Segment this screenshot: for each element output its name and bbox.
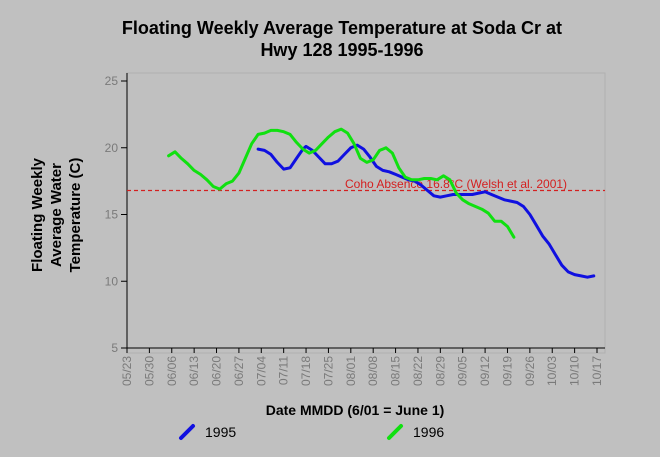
threshold-label: Coho Absence 16.8°C (Welsh et al. 2001) — [345, 177, 567, 191]
y-tick-label: 5 — [111, 341, 118, 355]
x-tick-label: 07/25 — [321, 356, 335, 386]
x-tick-label: 09/05 — [456, 356, 470, 386]
chart-title-line-1: Floating Weekly Average Temperature at S… — [122, 18, 562, 38]
x-tick-label: 05/30 — [142, 356, 156, 386]
legend-label-1996: 1996 — [413, 424, 444, 440]
x-tick-label: 09/12 — [478, 356, 492, 386]
legend: 1995 1996 — [179, 424, 444, 440]
y-tick-label: 15 — [105, 208, 119, 222]
y-ticks: 5 10 15 20 25 — [105, 74, 127, 355]
series-line-1996 — [167, 127, 516, 239]
x-tick-label: 09/26 — [523, 356, 537, 386]
legend-label-1995: 1995 — [205, 424, 236, 440]
x-tick-label: 09/19 — [500, 356, 514, 386]
x-tick-label: 07/18 — [299, 356, 313, 386]
y-axis-label-line-1: Floating Weekly — [29, 157, 46, 272]
x-tick-label: 08/15 — [389, 356, 403, 386]
chart-title-line-2: Hwy 128 1995-1996 — [260, 40, 423, 60]
y-axis-label: Floating Weekly Average Water Temperatur… — [29, 157, 84, 272]
x-tick-label: 08/22 — [411, 356, 425, 386]
x-tick-label: 08/01 — [344, 356, 358, 386]
series-layer — [167, 127, 596, 279]
x-tick-label: 06/27 — [232, 356, 246, 386]
x-tick-label: 08/08 — [366, 356, 380, 386]
x-tick-label: 07/11 — [277, 356, 291, 385]
legend-swatch-1996 — [387, 424, 403, 440]
x-tick-label: 05/23 — [120, 356, 134, 386]
x-tick-label: 06/13 — [187, 356, 201, 386]
x-tick-label: 10/10 — [568, 356, 582, 386]
plot-area — [126, 72, 606, 354]
x-ticks: 05/23 05/30 06/06 06/13 06/20 06/27 07/04 07/11… — [120, 348, 604, 386]
y-axis-label-line-3: Temperature (C) — [67, 158, 84, 273]
x-tick-label: 06/06 — [165, 356, 179, 386]
x-tick-label: 10/17 — [590, 356, 604, 386]
y-tick-label: 10 — [105, 274, 119, 288]
y-tick-label: 25 — [105, 74, 119, 88]
x-tick-label: 07/04 — [254, 356, 268, 386]
series-line-1995 — [256, 143, 596, 279]
y-tick-label: 20 — [105, 141, 119, 155]
y-axis-label-line-2: Average Water — [48, 163, 65, 267]
x-axis-label: Date MMDD (6/01 = June 1) — [266, 402, 445, 418]
legend-swatch-1995 — [179, 424, 195, 440]
x-tick-label: 06/20 — [210, 356, 224, 386]
x-tick-label: 10/03 — [545, 356, 559, 386]
x-tick-label: 08/29 — [433, 356, 447, 386]
